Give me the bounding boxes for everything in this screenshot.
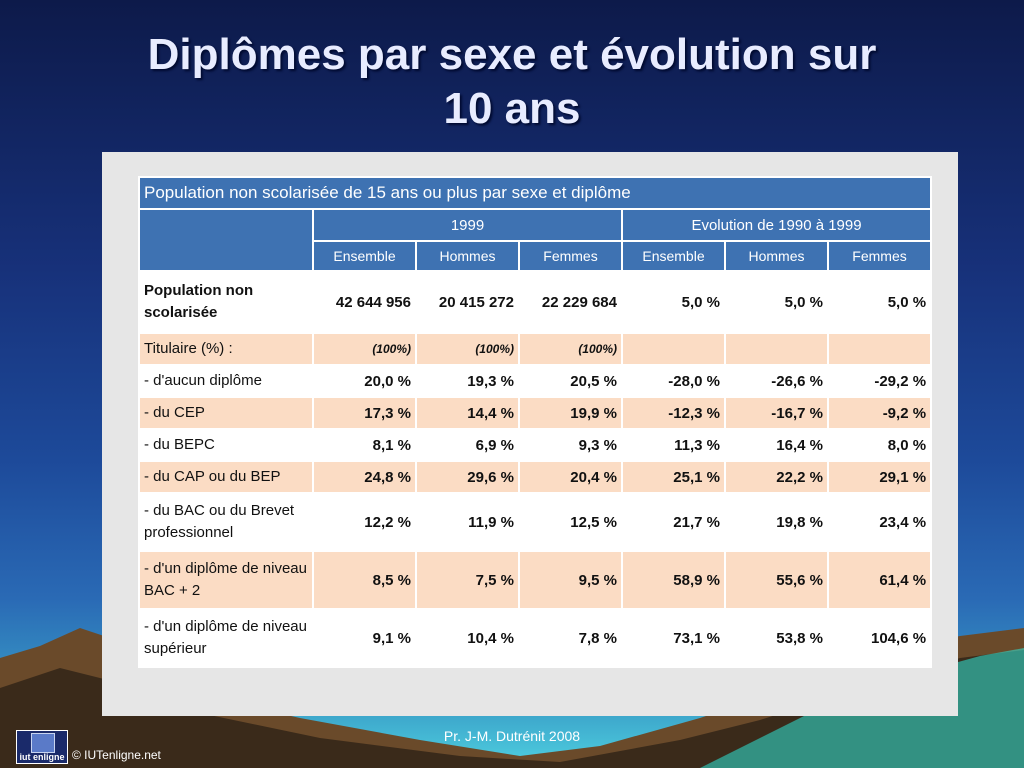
cell: 20 415 272 [415, 270, 520, 334]
col-header: Femmes [826, 240, 933, 272]
cell: -28,0 % [621, 364, 726, 398]
cell: 24,8 % [312, 460, 417, 494]
row-label: - d'aucun diplôme [138, 364, 314, 398]
cell: 9,5 % [518, 550, 623, 610]
slide-footer-author: Pr. J-M. Dutrénit 2008 [443, 728, 581, 744]
cell: 9,3 % [518, 428, 623, 462]
col-header: Hommes [415, 240, 520, 272]
row-label: Population non scolarisée [138, 270, 314, 334]
cell: 6,9 % [415, 428, 520, 462]
cell: 73,1 % [621, 608, 726, 668]
copyright-text: © IUTenligne.net [72, 748, 161, 762]
cell: 58,9 % [621, 550, 726, 610]
cell: 20,5 % [518, 364, 623, 398]
col-header: Femmes [518, 240, 623, 272]
cell [826, 332, 933, 366]
cell: (100%) [415, 332, 520, 366]
col-header: Ensemble [621, 240, 726, 272]
cell: 12,5 % [518, 492, 623, 552]
cell: 9,1 % [312, 608, 417, 668]
cell: 8,5 % [312, 550, 417, 610]
cell: 11,3 % [621, 428, 726, 462]
table-caption: Population non scolarisée de 15 ans ou p… [137, 176, 933, 210]
logo-text: iut enligne [19, 752, 65, 762]
cell: 20,4 % [518, 460, 623, 494]
cell: 104,6 % [826, 608, 933, 668]
table-row: - d'aucun diplôme 20,0 % 19,3 % 20,5 % -… [138, 364, 933, 398]
cell: 5,0 % [724, 270, 829, 334]
cell: -29,2 % [826, 364, 933, 398]
row-label: - d'un diplôme de niveau supérieur [138, 608, 314, 668]
table-row: - du CEP 17,3 % 14,4 % 19,9 % -12,3 % -1… [138, 396, 933, 430]
row-label: - du BAC ou du Brevet professionnel [138, 492, 314, 552]
table-row: - du CAP ou du BEP 24,8 % 29,6 % 20,4 % … [138, 460, 933, 494]
table-row: - d'un diplôme de niveau supérieur 9,1 %… [138, 608, 933, 668]
cell: 19,8 % [724, 492, 829, 552]
cell: 8,0 % [826, 428, 933, 462]
slide-title: Diplômes par sexe et évolution sur 10 an… [40, 28, 984, 136]
cell: -16,7 % [724, 396, 829, 430]
cell: 21,7 % [621, 492, 726, 552]
cell: 19,9 % [518, 396, 623, 430]
cell: 11,9 % [415, 492, 520, 552]
cell: -12,3 % [621, 396, 726, 430]
cell: -9,2 % [826, 396, 933, 430]
cell: 29,1 % [826, 460, 933, 494]
row-label: - du CAP ou du BEP [138, 460, 314, 494]
cell: 61,4 % [826, 550, 933, 610]
group-header-evolution: Evolution de 1990 à 1999 [620, 208, 933, 242]
iutenligne-logo: iut enligne [16, 730, 68, 764]
cell: 8,1 % [312, 428, 417, 462]
row-label: - d'un diplôme de niveau BAC + 2 [138, 550, 314, 610]
table-panel: Population non scolarisée de 15 ans ou p… [102, 152, 958, 716]
table-row: - d'un diplôme de niveau BAC + 2 8,5 % 7… [138, 550, 933, 610]
cell: 55,6 % [724, 550, 829, 610]
cell: 7,5 % [415, 550, 520, 610]
row-label: - du BEPC [138, 428, 314, 462]
slide-title-line1: Diplômes par sexe et évolution sur [147, 30, 877, 79]
diploma-table: Population non scolarisée de 15 ans ou p… [137, 176, 933, 668]
cell: 25,1 % [621, 460, 726, 494]
header-empty-corner [138, 208, 314, 272]
cell: 53,8 % [724, 608, 829, 668]
cell: 10,4 % [415, 608, 520, 668]
cell: 17,3 % [312, 396, 417, 430]
cell: 20,0 % [312, 364, 417, 398]
row-label: - du CEP [138, 396, 314, 430]
cell: (100%) [518, 332, 623, 366]
col-header: Hommes [724, 240, 829, 272]
table-row: - du BAC ou du Brevet professionnel 12,2… [138, 492, 933, 552]
slide-title-line2: 10 ans [443, 84, 581, 133]
cell: 12,2 % [312, 492, 417, 552]
table-row: Population non scolarisée 42 644 956 20 … [138, 270, 933, 334]
cell: 5,0 % [826, 270, 933, 334]
cell: -26,6 % [724, 364, 829, 398]
cell [621, 332, 726, 366]
cell [724, 332, 829, 366]
group-header-1999: 1999 [312, 208, 623, 242]
cell: 23,4 % [826, 492, 933, 552]
cell: 29,6 % [415, 460, 520, 494]
cell: 22 229 684 [518, 270, 623, 334]
cell: 19,3 % [415, 364, 520, 398]
cell: 16,4 % [724, 428, 829, 462]
copyright-block: iut enligne © IUTenligne.net [16, 730, 161, 764]
table-row: Titulaire (%) : (100%) (100%) (100%) [138, 332, 933, 366]
cell: (100%) [312, 332, 417, 366]
col-header: Ensemble [312, 240, 417, 272]
cell: 5,0 % [621, 270, 726, 334]
table-row: - du BEPC 8,1 % 6,9 % 9,3 % 11,3 % 16,4 … [138, 428, 933, 462]
logo-square-icon [31, 733, 55, 753]
cell: 22,2 % [724, 460, 829, 494]
row-label: Titulaire (%) : [138, 332, 314, 366]
cell: 7,8 % [518, 608, 623, 668]
cell: 14,4 % [415, 396, 520, 430]
cell: 42 644 956 [312, 270, 417, 334]
